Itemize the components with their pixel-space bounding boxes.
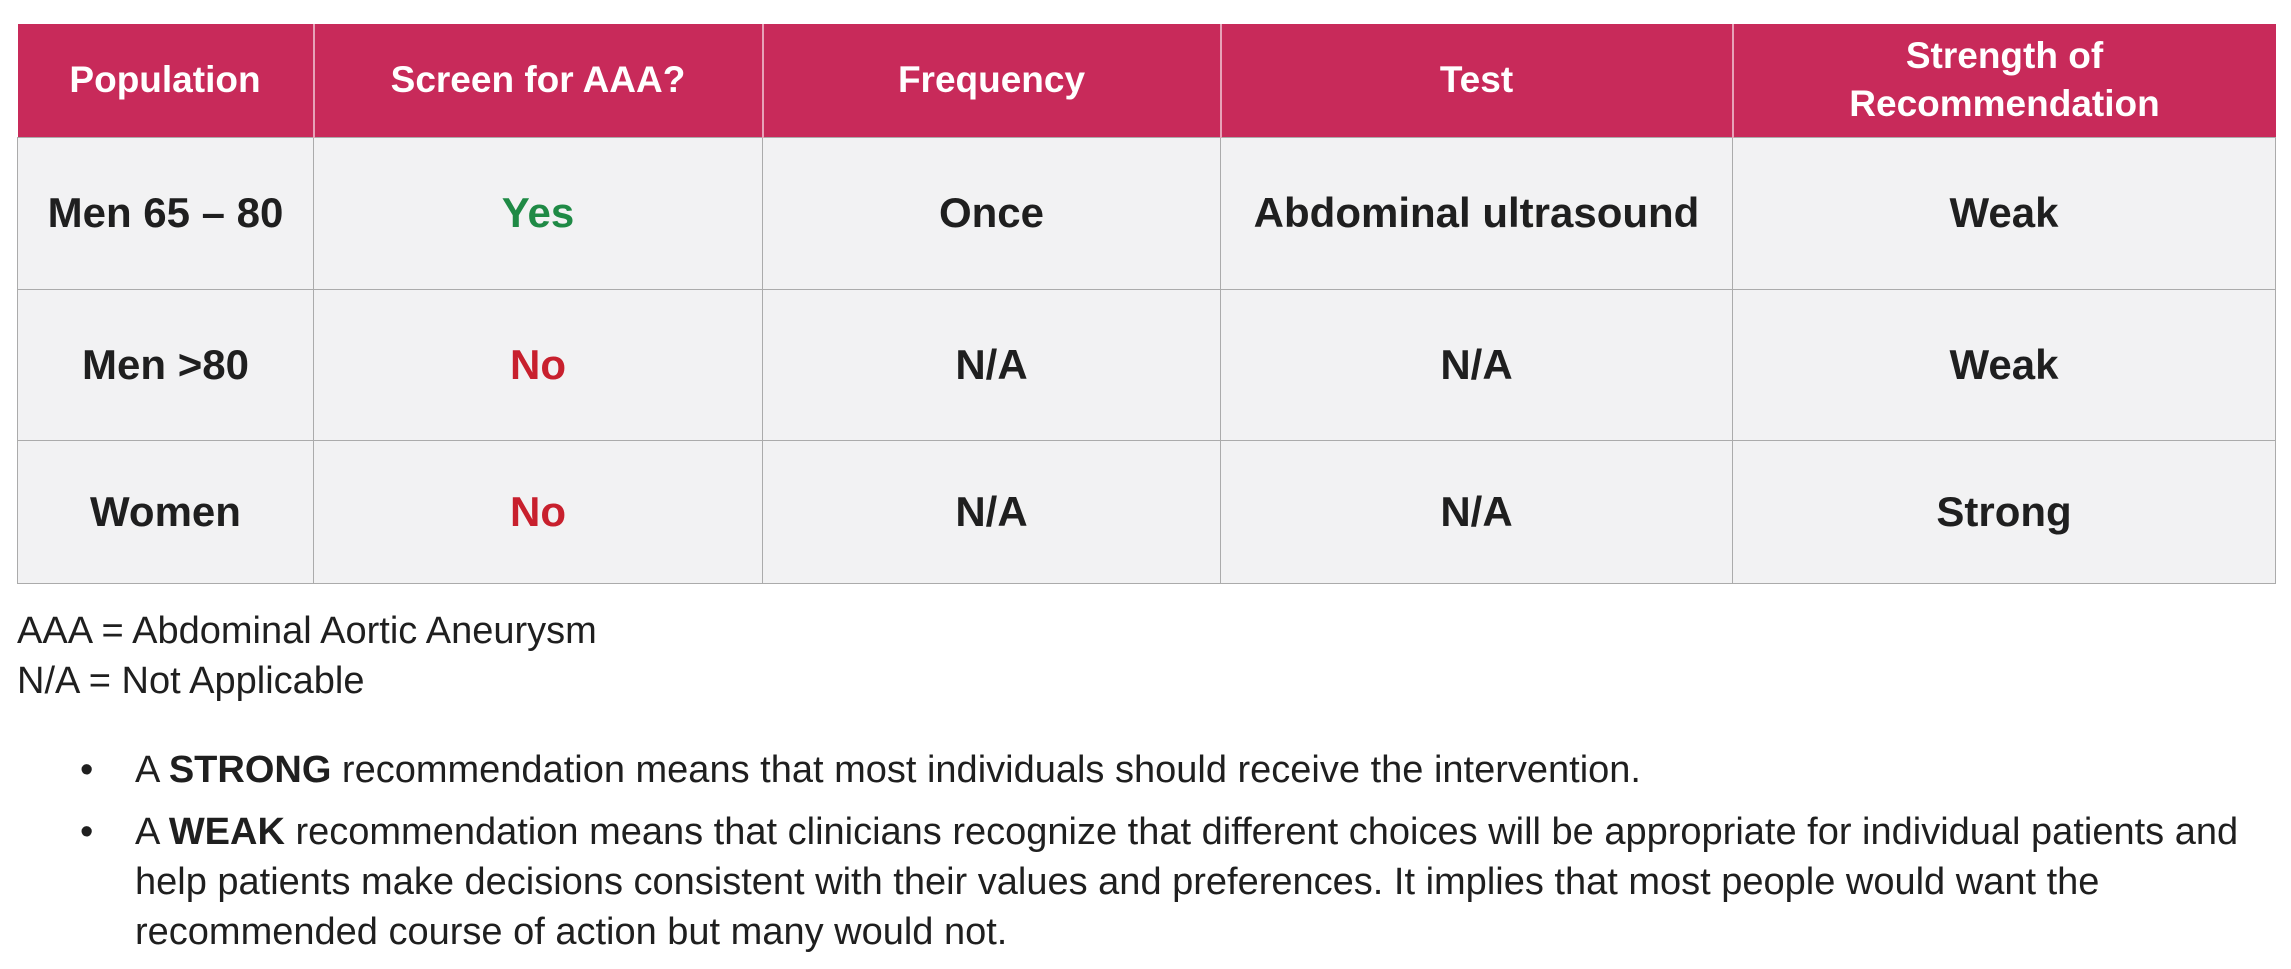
list-item: • A STRONG recommendation means that mos… (80, 745, 2260, 795)
cell-test: N/A (1220, 288, 1733, 441)
cell-strength: Weak (1732, 288, 2276, 441)
cell-strength: Weak (1732, 136, 2276, 290)
bullet-prefix: A (135, 749, 169, 791)
bullet-text: recommendation means that clinicians rec… (135, 811, 2239, 953)
cell-strength: Strong (1732, 439, 2276, 584)
bullet-text: recommendation means that most individua… (331, 749, 1641, 791)
header-test: Test (1219, 24, 1734, 137)
abbreviation-legend: AAA = Abdominal Aortic Aneurysm N/A = No… (17, 606, 597, 706)
aaa-screening-table: Population Screen for AAA? Frequency Tes… (17, 24, 2276, 584)
cell-screen: No (313, 288, 763, 441)
recommendation-notes: • A STRONG recommendation means that mos… (80, 745, 2260, 969)
bullet-prefix: A (135, 811, 169, 853)
table-header-row: Population Screen for AAA? Frequency Tes… (17, 24, 2276, 137)
header-screen-for-aaa: Screen for AAA? (312, 24, 764, 137)
header-frequency: Frequency (761, 24, 1222, 137)
table-row: Men 65 – 80 Yes Once Abdominal ultrasoun… (17, 136, 2276, 290)
cell-population: Women (17, 439, 314, 584)
cell-test: N/A (1220, 439, 1733, 584)
cell-frequency: Once (762, 136, 1221, 290)
header-population: Population (17, 24, 315, 137)
cell-screen: Yes (313, 136, 763, 290)
bullet-keyword: STRONG (168, 749, 332, 791)
table-row: Women No N/A N/A Strong (17, 439, 2276, 584)
header-strength: Strength of Recommendation (1731, 24, 2276, 137)
cell-population: Men 65 – 80 (17, 136, 314, 290)
cell-population: Men >80 (17, 288, 314, 441)
cell-screen: No (313, 439, 763, 584)
legend-na: N/A = Not Applicable (17, 660, 365, 702)
cell-test: Abdominal ultrasound (1220, 136, 1733, 290)
list-item: • A WEAK recommendation means that clini… (80, 807, 2260, 957)
bullet-keyword: WEAK (168, 811, 285, 853)
cell-frequency: N/A (762, 439, 1221, 584)
legend-aaa: AAA = Abdominal Aortic Aneurysm (17, 610, 597, 652)
cell-frequency: N/A (762, 288, 1221, 441)
table-row: Men >80 No N/A N/A Weak (17, 288, 2276, 441)
bullet-icon: • (80, 749, 94, 791)
bullet-icon: • (80, 811, 94, 853)
